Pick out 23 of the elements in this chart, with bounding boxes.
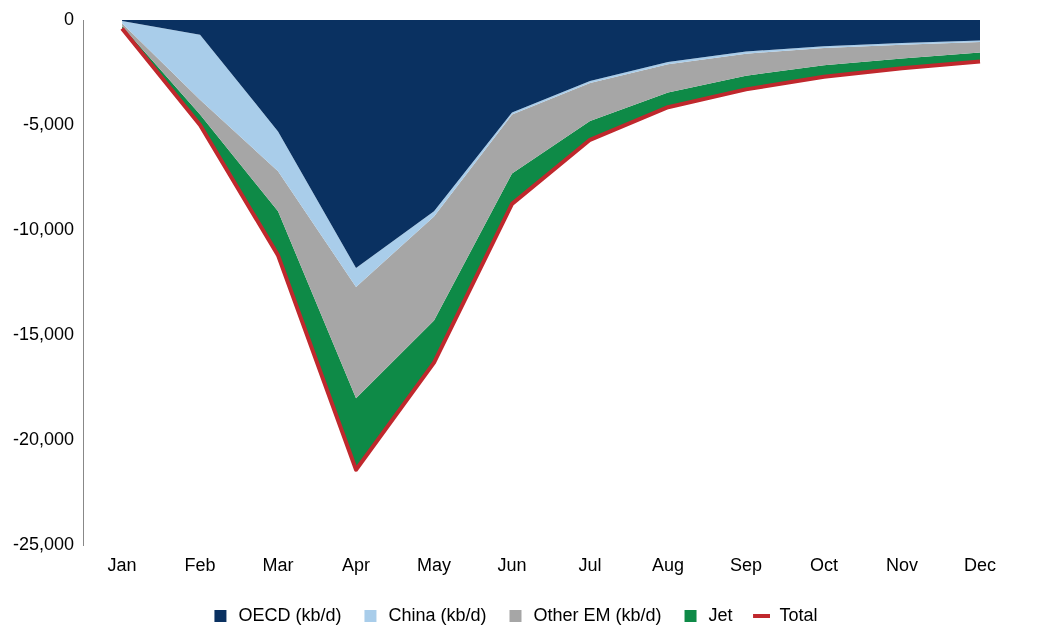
x-tick-label: Oct xyxy=(810,555,839,576)
legend-label: Total xyxy=(779,604,818,625)
x-tick-label: Aug xyxy=(652,555,685,576)
x-tick-label: Jul xyxy=(578,555,602,576)
legend-label: Jet xyxy=(708,604,733,625)
y-tick-label: -20,000 xyxy=(12,429,75,450)
y-tick-label: -15,000 xyxy=(12,324,75,345)
x-tick-label: Apr xyxy=(342,555,371,576)
y-tick-label: -25,000 xyxy=(12,534,75,555)
x-tick-label: Dec xyxy=(963,555,997,576)
legend-label: Other EM (kb/d) xyxy=(533,604,662,625)
y-tick-label: -10,000 xyxy=(12,219,75,240)
y-tick-label: -5,000 xyxy=(23,114,75,135)
x-tick-label: Jan xyxy=(107,555,137,576)
legend-label: OECD (kb/d) xyxy=(238,604,342,625)
x-tick-label: Feb xyxy=(184,555,216,576)
x-tick-label: Mar xyxy=(262,555,294,576)
y-tick-label: 0 xyxy=(64,8,75,29)
x-tick-label: May xyxy=(417,555,452,576)
x-tick-label: Sep xyxy=(730,555,763,576)
legend-label: China (kb/d) xyxy=(388,604,487,625)
x-tick-label: Jun xyxy=(497,555,527,576)
x-tick-label: Nov xyxy=(886,555,919,576)
